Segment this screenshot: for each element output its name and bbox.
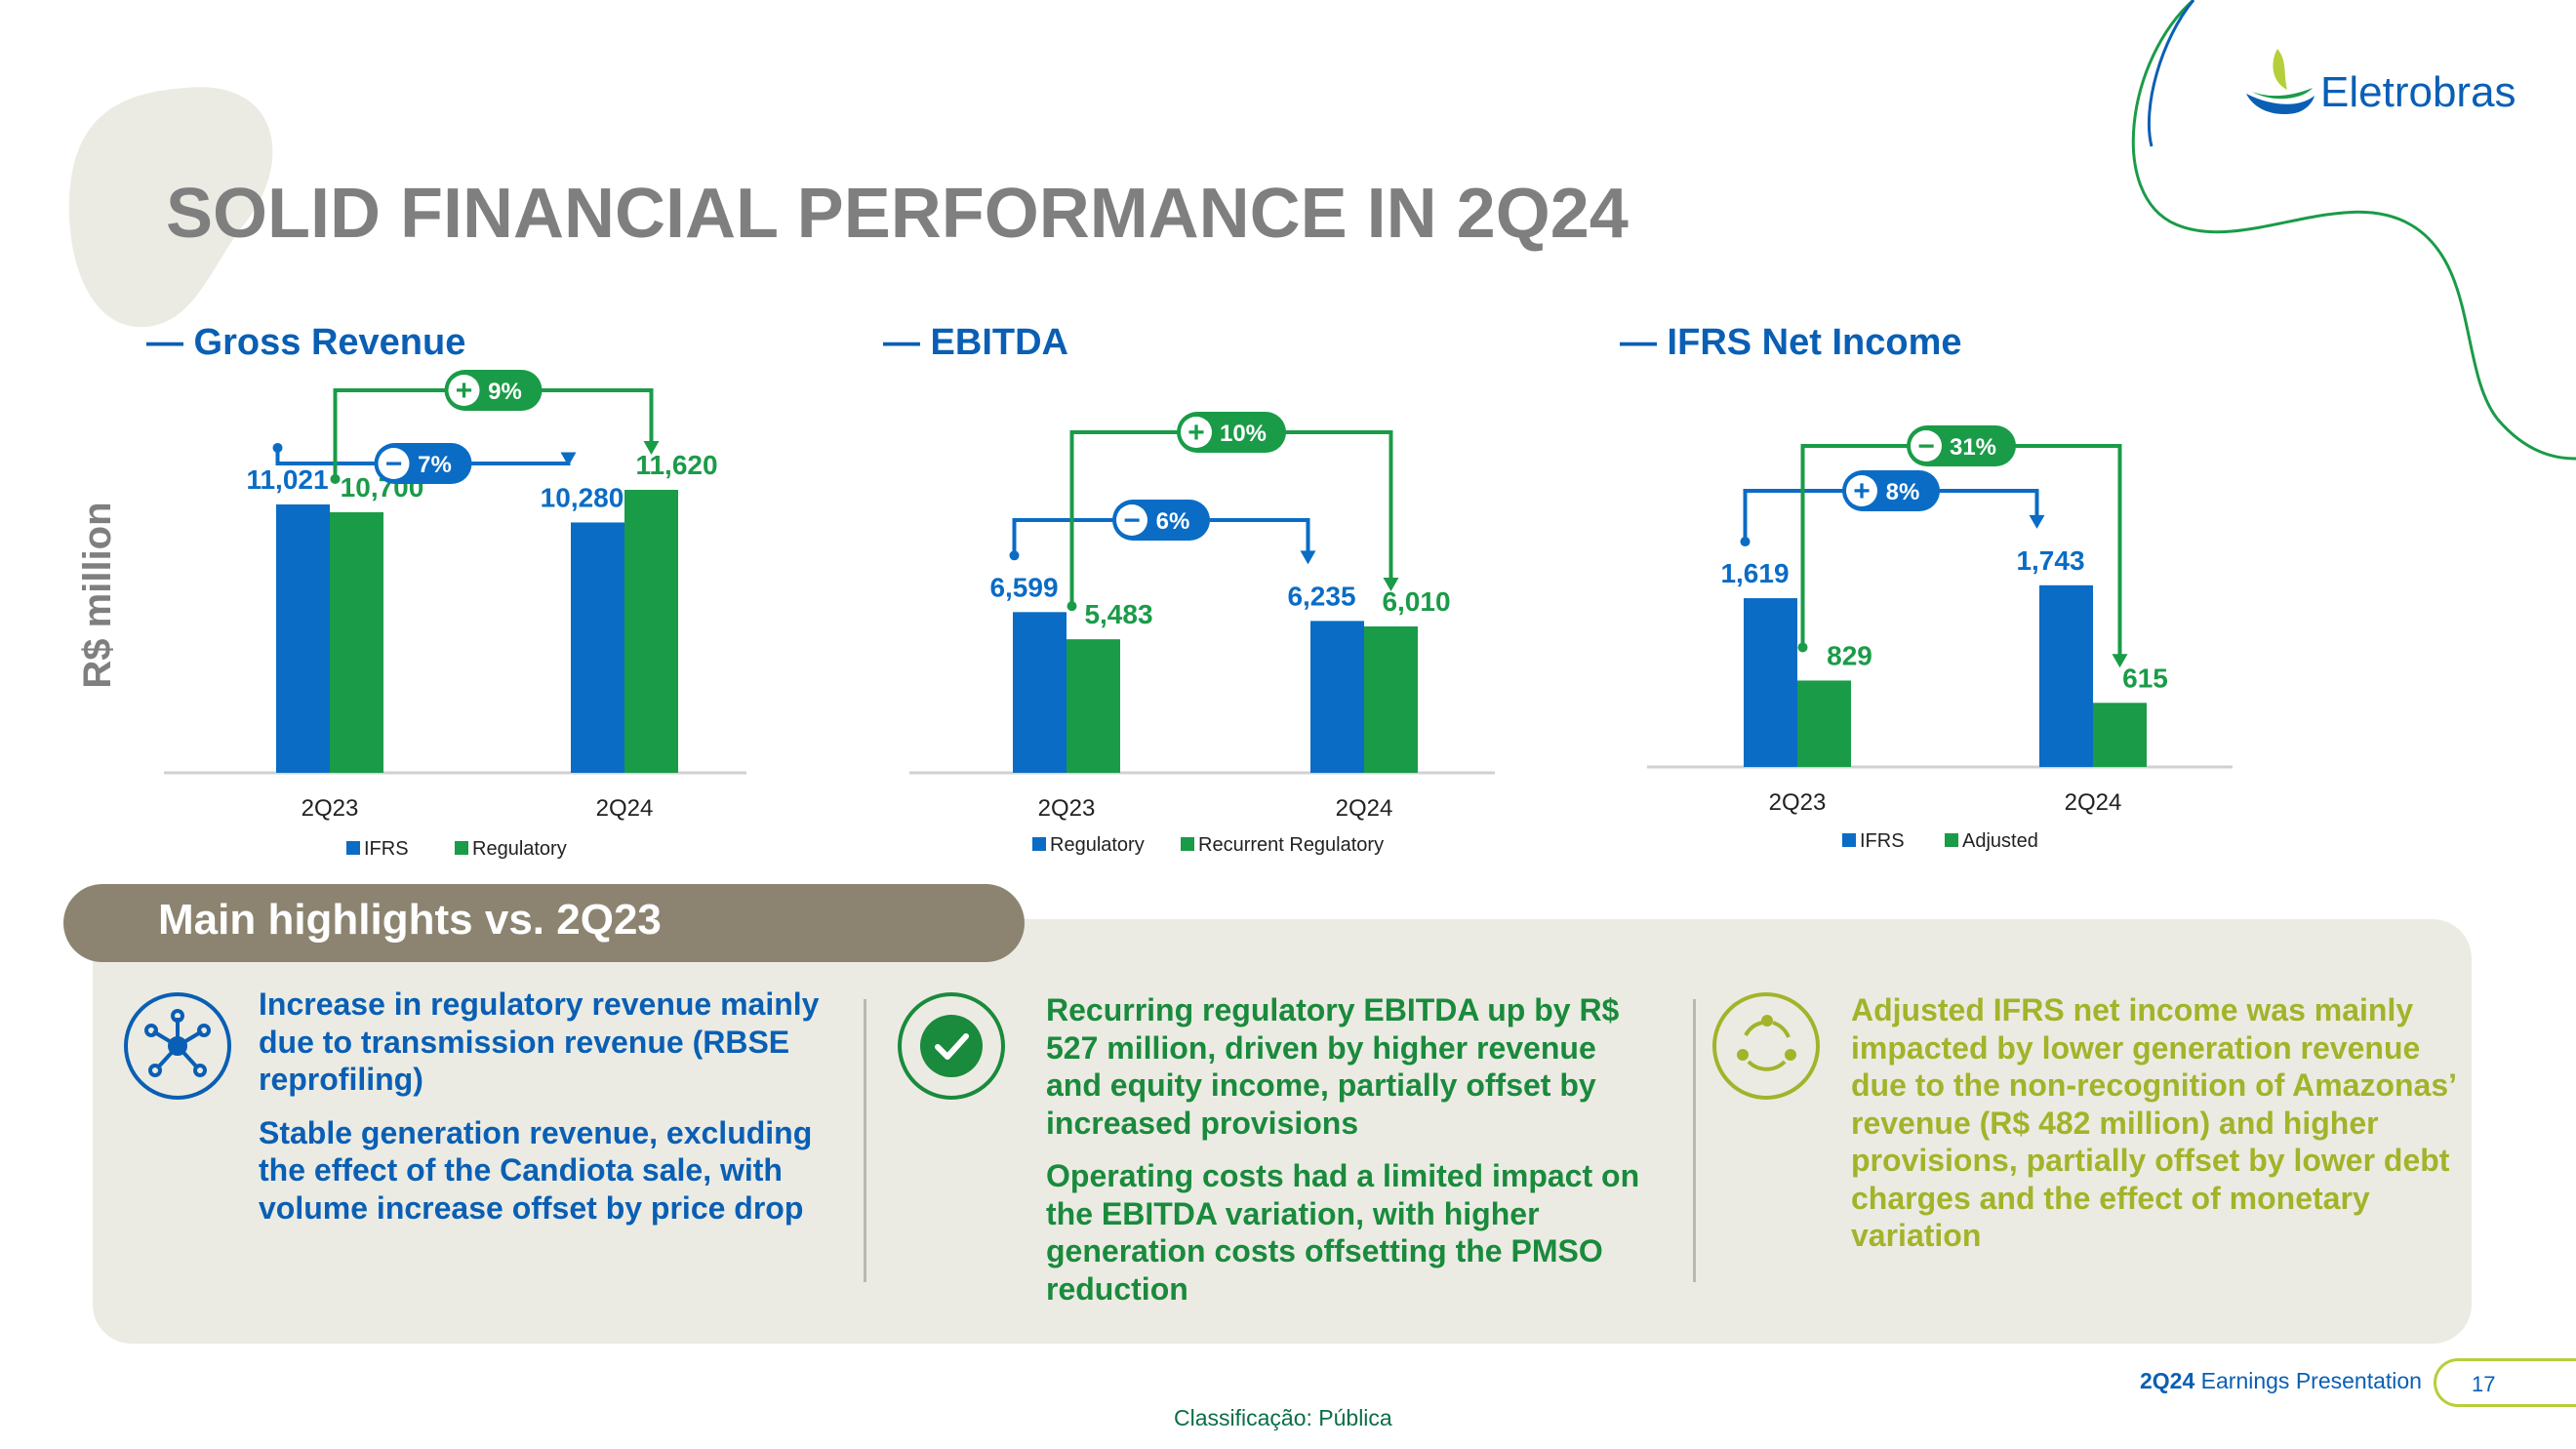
net-income-variation-sign-circle — [1911, 430, 1942, 462]
ebitda-variation-sign: + — [1187, 417, 1205, 449]
ebitda-tick-label: 2Q24 — [1336, 795, 1393, 822]
gross-revenue-bracket-arrow — [643, 441, 660, 455]
highlight-text-net-income: Adjusted IFRS net income was mainly impa… — [1851, 991, 2456, 1270]
gross-revenue-variation-sign-circle — [378, 448, 410, 479]
highlights-panel: Increase in regulatory revenue mainly du… — [93, 919, 2472, 1344]
net-income-tick-label: 2Q23 — [1769, 789, 1827, 816]
ebitda-variation-sign-circle — [1181, 417, 1212, 448]
net-income-variation-sign: + — [1853, 475, 1871, 507]
highlight-paragraph: Adjusted IFRS net income was mainly impa… — [1851, 992, 2456, 1253]
ebitda-legend-label: Regulatory — [1050, 834, 1145, 856]
net-income-bar — [2093, 703, 2147, 767]
ebitda-data-label: 6,599 — [989, 572, 1058, 602]
presentation-name: Earnings Presentation — [2194, 1368, 2422, 1393]
logo-wordmark: Eletrobras — [2320, 68, 2516, 116]
cycle-icon — [1712, 992, 1820, 1100]
gross-revenue-variation-sign: − — [385, 448, 403, 480]
highlight-text-ebitda: Recurring regulatory EBITDA up by R$ 527… — [1046, 991, 1646, 1323]
gross-revenue-bar — [624, 490, 678, 773]
column-divider — [864, 999, 866, 1282]
gross-revenue-legend-label: Regulatory — [472, 838, 567, 860]
net-income-data-label: 1,743 — [2016, 545, 2084, 576]
net-income-bar — [1797, 680, 1851, 767]
net-income-variation-sign-circle — [1846, 475, 1877, 506]
ebitda-data-label: 5,483 — [1084, 599, 1152, 629]
highlight-paragraph: Recurring regulatory EBITDA up by R$ 527… — [1046, 992, 1620, 1141]
swirl-line-shape — [2131, 0, 2576, 461]
check-circle-icon — [898, 992, 1005, 1100]
net-income-bracket-arrow — [2112, 654, 2128, 668]
net-income-bar — [1744, 598, 1797, 767]
ebitda-chart-title: — EBITDA — [883, 322, 1068, 363]
gross-revenue-tick-label: 2Q24 — [596, 795, 654, 822]
net-income-bar — [2039, 584, 2093, 767]
net-income-chart-title: — IFRS Net Income — [1620, 322, 1962, 363]
gross-revenue-bar — [276, 503, 330, 773]
net-income-variation-label: 8% — [1886, 479, 1920, 505]
ebitda-bar — [1364, 626, 1418, 773]
page-title: SOLID FINANCIAL PERFORMANCE IN 2Q24 — [166, 175, 1629, 253]
gross-revenue-bar — [330, 511, 383, 773]
ebitda-bar — [1067, 639, 1120, 773]
highlight-paragraph: Stable generation revenue, excluding the… — [259, 1114, 813, 1226]
gross-revenue-legend-swatch — [455, 841, 468, 855]
highlights-title: Main highlights vs. 2Q23 — [158, 896, 662, 944]
gross-revenue-variation-label: 7% — [418, 452, 452, 478]
ebitda-tick-label: 2Q23 — [1038, 795, 1096, 822]
title-blob-shape — [68, 87, 273, 328]
highlights-header-tab: Main highlights vs. 2Q23 — [63, 884, 1025, 962]
ebitda-bracket-arrow — [1300, 550, 1316, 565]
ebitda-bar — [1013, 612, 1067, 773]
gross-revenue-chart-title: — Gross Revenue — [146, 322, 466, 363]
ebitda-variation-sign: − — [1123, 504, 1141, 537]
gross-revenue-data-label: 11,620 — [635, 450, 717, 480]
gross-revenue-tick-label: 2Q23 — [302, 795, 359, 822]
net-income-tick-label: 2Q24 — [2065, 789, 2122, 816]
gross-revenue-data-label: 11,021 — [246, 464, 328, 495]
column-divider — [1693, 999, 1696, 1282]
presentation-label: 2Q24 Earnings Presentation — [2140, 1368, 2422, 1394]
ebitda-variation-sign-circle — [1116, 504, 1147, 536]
gross-revenue-variation-sign: + — [456, 375, 473, 407]
gross-revenue-variation-label: 9% — [488, 379, 522, 405]
page-number-badge: 17 — [2434, 1358, 2576, 1407]
gross-revenue-legend-swatch — [346, 841, 360, 855]
net-income-legend-label: Adjusted — [1962, 830, 2038, 852]
net-income-data-label: 615 — [2122, 663, 2168, 693]
ebitda-legend-swatch — [1181, 837, 1194, 851]
ebitda-data-label: 6,235 — [1287, 581, 1355, 611]
classification-label: Classificação: Pública — [1174, 1405, 1392, 1430]
network-icon — [124, 992, 231, 1100]
highlight-paragraph: Increase in regulatory revenue mainly du… — [259, 986, 820, 1097]
gross-revenue-data-label: 10,280 — [541, 482, 624, 512]
net-income-legend-swatch — [1842, 833, 1856, 847]
ebitda-legend-swatch — [1032, 837, 1046, 851]
ebitda-data-label: 6,010 — [1382, 586, 1450, 617]
gross-revenue-bar — [571, 522, 624, 773]
net-income-data-label: 1,619 — [1720, 558, 1789, 588]
gross-revenue-variation-sign-circle — [448, 375, 480, 406]
eletrobras-logo: Eletrobras — [2244, 43, 2527, 131]
net-income-bracket-arrow — [2029, 514, 2045, 529]
net-income-legend-swatch — [1945, 833, 1958, 847]
gross-revenue-bracket-arrow — [560, 452, 577, 466]
net-income-data-label: 829 — [1827, 640, 1872, 670]
page-number: 17 — [2472, 1372, 2496, 1396]
ebitda-legend-label: Recurrent Regulatory — [1198, 834, 1384, 856]
highlight-text-revenue: Increase in regulatory revenue mainly du… — [259, 986, 844, 1242]
net-income-variation-label: 31% — [1950, 434, 1996, 461]
presentation-period: 2Q24 — [2140, 1368, 2195, 1393]
net-income-legend-label: IFRS — [1860, 830, 1905, 852]
ebitda-bar — [1310, 621, 1364, 773]
gross-revenue-legend-label: IFRS — [364, 838, 409, 860]
highlight-paragraph: Operating costs had a limited impact on … — [1046, 1158, 1640, 1307]
swirl-line-blue-shape — [2147, 0, 2195, 147]
net-income-variation-sign: − — [1917, 430, 1935, 463]
ebitda-variation-label: 10% — [1220, 421, 1267, 447]
ebitda-bracket-arrow — [1383, 578, 1399, 592]
logo-mark-icon — [2246, 49, 2314, 115]
ebitda-variation-label: 6% — [1156, 508, 1190, 535]
